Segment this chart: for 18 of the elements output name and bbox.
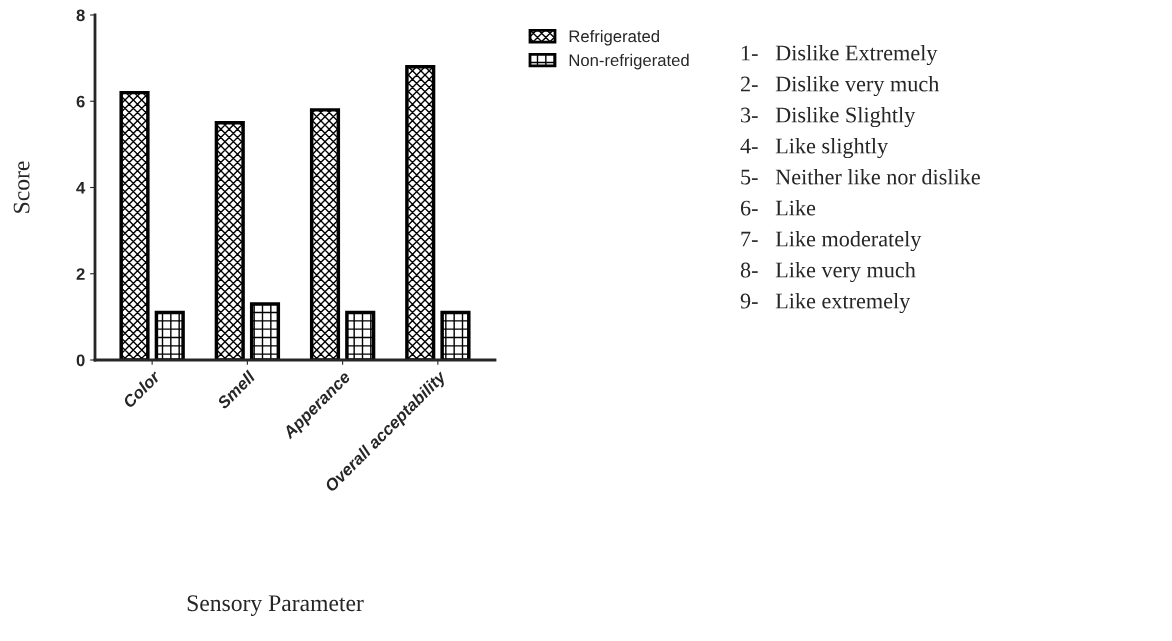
text: 8- Like very much [740, 261, 916, 283]
y-tick-label: 2 [76, 268, 85, 280]
text: 6- Like [740, 199, 816, 216]
y-tick-label: 0 [76, 354, 85, 367]
text: 7- Like moderately [741, 230, 922, 252]
y-tick-label: 6 [76, 95, 85, 108]
y-tick-label: 4 [76, 182, 86, 194]
legend-label: Refrigerated [569, 30, 659, 46]
text: 9- Like extremely [740, 292, 911, 314]
text: 1- Dislike Extremely [741, 44, 938, 66]
text: 4- Like slightly [740, 137, 889, 159]
text: 3- Dislike Slightly [741, 106, 916, 128]
y-axis-title: Score [13, 161, 30, 213]
text: 5- Neither like nor dislike [741, 168, 980, 185]
legend-label: Non-refrigerated [569, 53, 689, 70]
x-axis-title: Sensory Parameter [187, 595, 364, 617]
y-tick-label: 8 [76, 9, 85, 22]
text: 2- Dislike very much [740, 75, 940, 97]
